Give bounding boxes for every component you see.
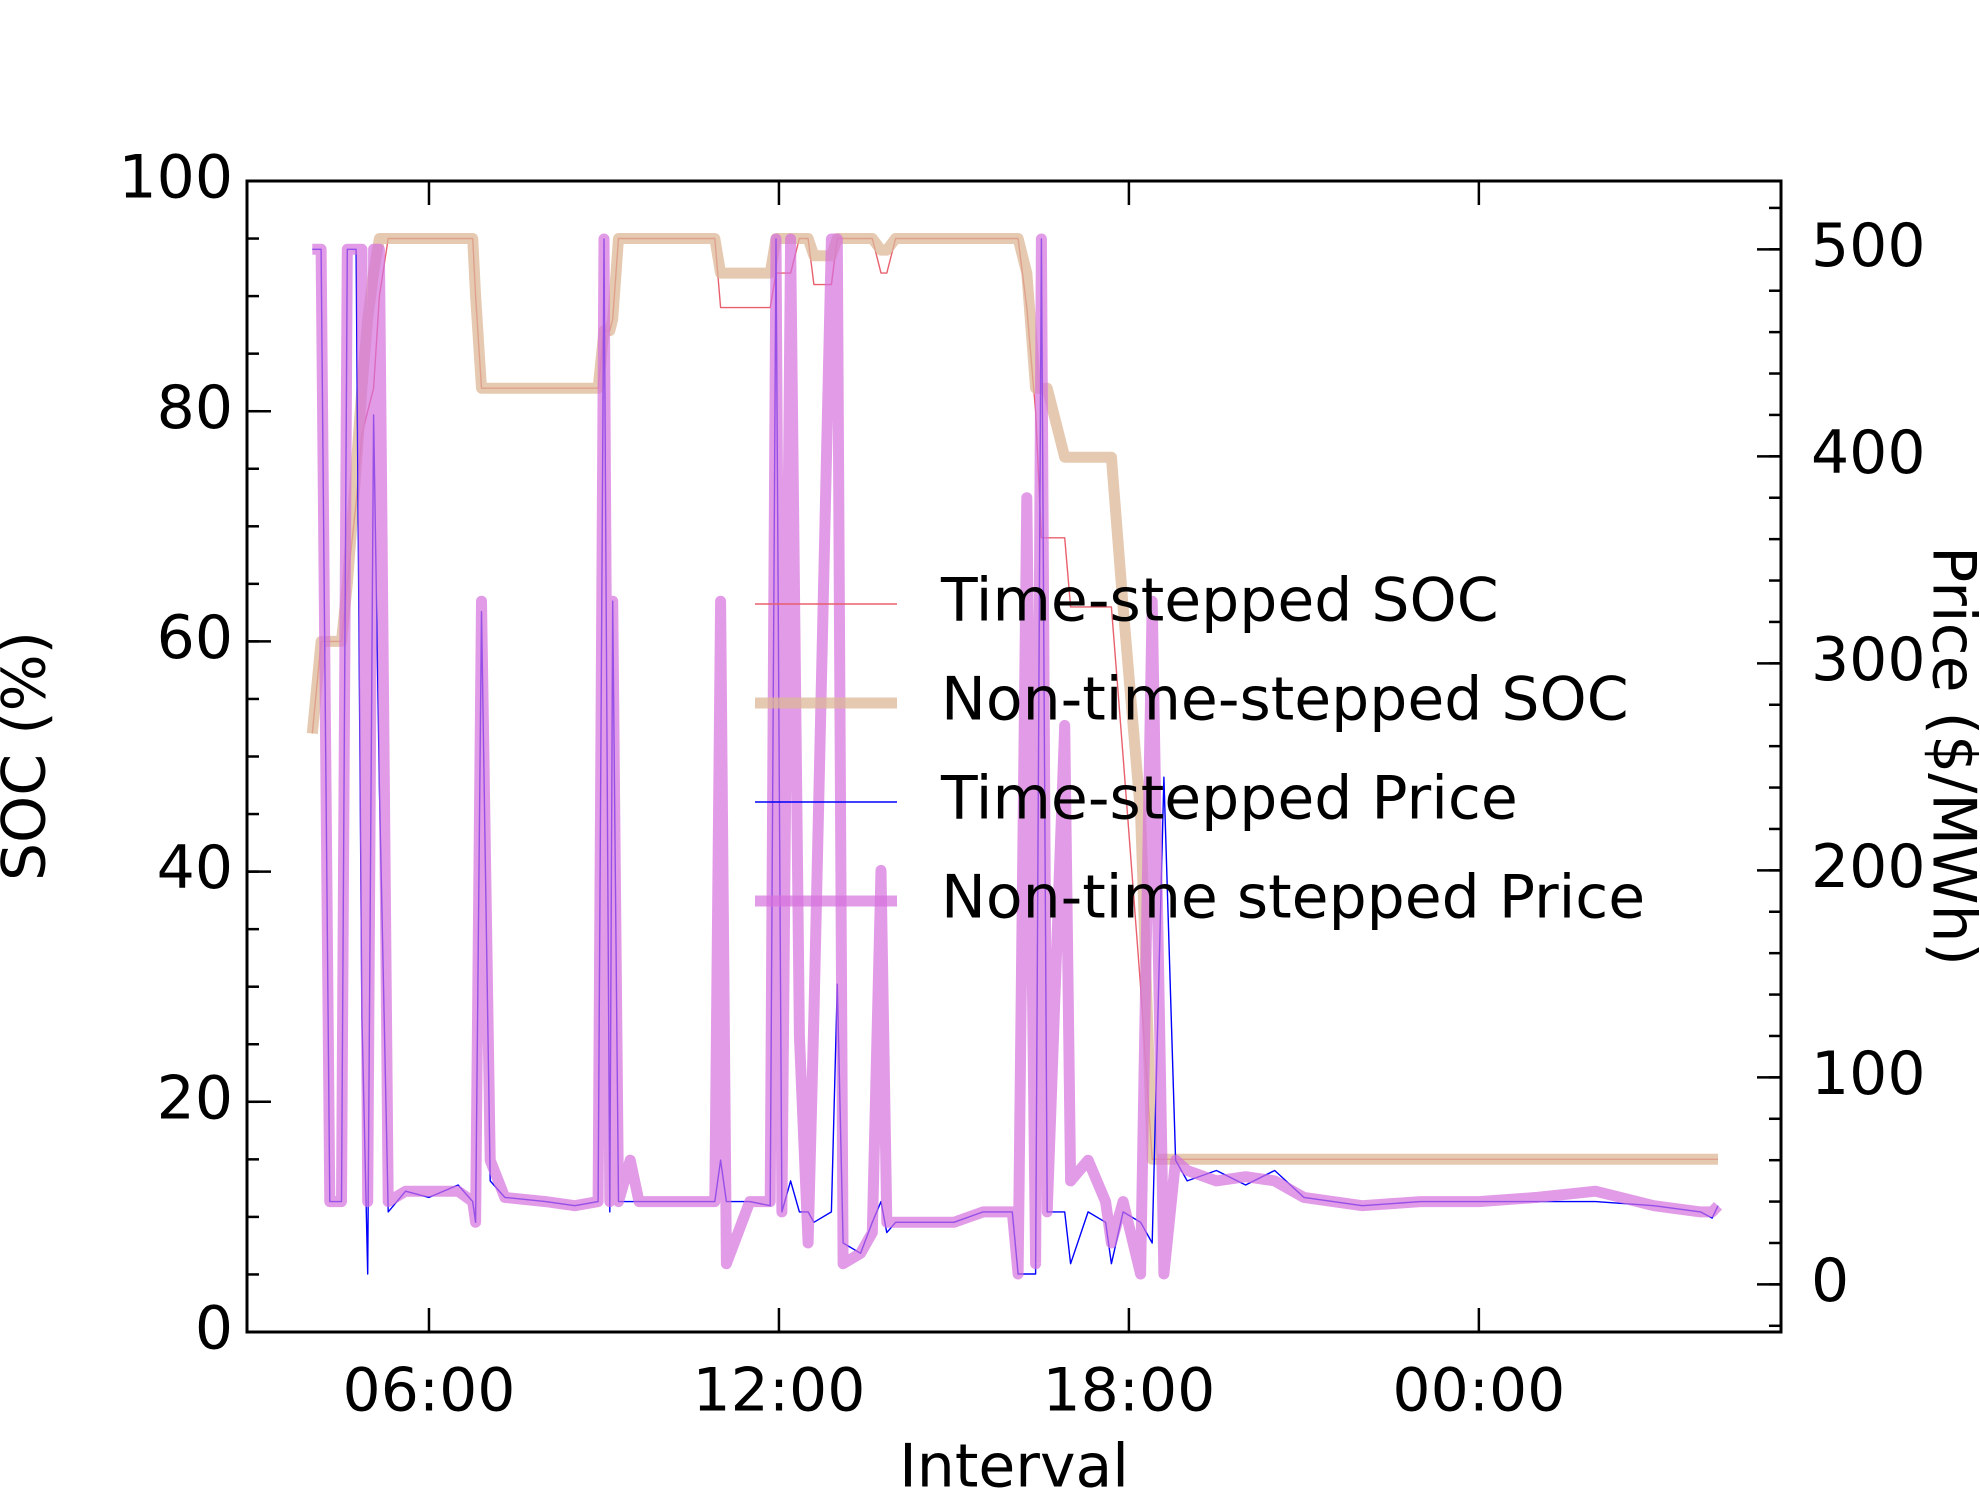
legend-label: Non-time stepped Price bbox=[941, 863, 1645, 933]
plot-area bbox=[306, 233, 1723, 1280]
y2-tick-label: 300 bbox=[1811, 625, 1926, 695]
series-line bbox=[306, 233, 1718, 1165]
x-tick-label: 00:00 bbox=[1392, 1356, 1565, 1426]
y-tick-label: 80 bbox=[157, 373, 233, 443]
x-tick-label: 06:00 bbox=[343, 1356, 516, 1426]
legend-label: Time-stepped SOC bbox=[940, 566, 1499, 636]
y2-tick-label: 500 bbox=[1811, 211, 1926, 281]
y-tick-label: 40 bbox=[157, 833, 233, 903]
y2-tick-label: 200 bbox=[1811, 832, 1926, 902]
legend-label: Non-time-stepped SOC bbox=[941, 665, 1629, 735]
series-group bbox=[306, 233, 1723, 1280]
y-tick-label: 20 bbox=[157, 1063, 233, 1133]
x-axis-label: Interval bbox=[899, 1432, 1129, 1500]
y2-tick-label: 400 bbox=[1811, 418, 1926, 488]
y-tick-label: 0 bbox=[195, 1294, 233, 1364]
y2-axis-label: Price ($/MWh) bbox=[1918, 546, 1980, 966]
y2-tick-label: 0 bbox=[1811, 1246, 1849, 1316]
legend-label: Time-stepped Price bbox=[940, 764, 1518, 834]
y2-tick-label: 100 bbox=[1811, 1039, 1926, 1109]
x-tick-label: 12:00 bbox=[692, 1356, 865, 1426]
y-tick-label: 60 bbox=[157, 603, 233, 673]
y-axis-label: SOC (%) bbox=[0, 631, 60, 881]
x-tick-label: 18:00 bbox=[1042, 1356, 1215, 1426]
y-tick-label: 100 bbox=[118, 143, 233, 213]
series-line bbox=[312, 233, 1723, 1280]
